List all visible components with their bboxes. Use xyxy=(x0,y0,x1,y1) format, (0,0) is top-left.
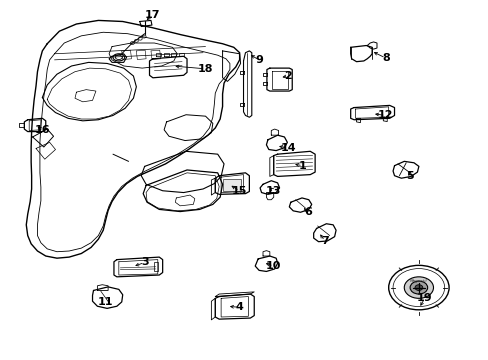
Text: 17: 17 xyxy=(144,10,160,20)
Ellipse shape xyxy=(414,285,422,291)
Text: 15: 15 xyxy=(231,186,247,196)
Bar xyxy=(222,179,241,191)
Text: 9: 9 xyxy=(255,55,263,65)
Text: 11: 11 xyxy=(98,297,113,307)
Ellipse shape xyxy=(404,277,433,298)
Text: 14: 14 xyxy=(280,143,296,153)
Text: 16: 16 xyxy=(35,125,50,135)
Text: 7: 7 xyxy=(320,236,328,246)
Text: 2: 2 xyxy=(284,71,292,81)
Text: 8: 8 xyxy=(381,53,389,63)
Text: 13: 13 xyxy=(265,186,281,196)
Text: 4: 4 xyxy=(235,302,243,312)
Text: 19: 19 xyxy=(416,293,432,303)
Text: 5: 5 xyxy=(406,171,413,181)
Text: 10: 10 xyxy=(265,261,281,271)
Text: 6: 6 xyxy=(303,207,311,217)
Text: 3: 3 xyxy=(141,257,148,267)
Text: 18: 18 xyxy=(197,64,213,74)
Text: 1: 1 xyxy=(299,161,306,171)
Text: Magnetil: Magnetil xyxy=(409,279,427,283)
Text: 12: 12 xyxy=(377,111,393,121)
Bar xyxy=(154,262,158,271)
Ellipse shape xyxy=(409,281,427,294)
